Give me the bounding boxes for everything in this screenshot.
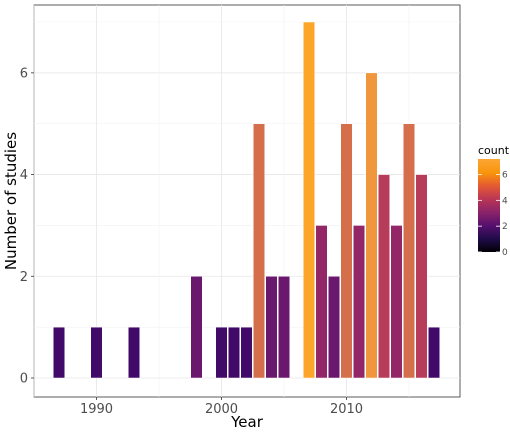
legend-colorbar bbox=[478, 159, 500, 252]
bar bbox=[128, 326, 140, 379]
legend-tick-label: 2 bbox=[502, 222, 508, 232]
bar bbox=[390, 225, 403, 379]
x-axis-title: Year bbox=[230, 413, 264, 431]
legend-tick-label: 6 bbox=[502, 171, 508, 181]
x-tick-label: 1990 bbox=[80, 402, 113, 417]
bar bbox=[340, 123, 353, 379]
legend-tick-label: 4 bbox=[502, 196, 508, 206]
y-axis-ticks: 0 2 4 6 bbox=[20, 66, 34, 387]
bar bbox=[240, 326, 253, 379]
bar bbox=[90, 326, 103, 379]
bar bbox=[315, 225, 328, 379]
y-tick-label: 0 bbox=[20, 372, 28, 387]
bar bbox=[265, 276, 278, 379]
y-axis-title: Number of studies bbox=[2, 132, 20, 270]
bar bbox=[278, 276, 290, 379]
bar bbox=[353, 225, 365, 379]
bar bbox=[303, 21, 315, 379]
x-tick-label: 2010 bbox=[330, 402, 363, 417]
legend-title: count bbox=[478, 144, 510, 157]
bar bbox=[378, 174, 390, 379]
bar bbox=[228, 326, 240, 379]
bars bbox=[53, 21, 440, 379]
legend-ticks: 0 2 4 6 bbox=[478, 171, 508, 258]
bar bbox=[365, 72, 378, 379]
x-axis-ticks: 1990 2000 2010 bbox=[80, 397, 363, 417]
bar bbox=[253, 123, 265, 379]
legend: count 0 2 4 6 bbox=[478, 144, 510, 258]
y-tick-label: 4 bbox=[20, 168, 28, 183]
bar bbox=[190, 276, 203, 379]
bar bbox=[328, 276, 340, 379]
x-tick-label: 2000 bbox=[205, 402, 238, 417]
y-tick-label: 6 bbox=[20, 66, 28, 81]
y-tick-label: 2 bbox=[20, 270, 28, 285]
bar bbox=[53, 326, 65, 379]
bar bbox=[415, 174, 428, 379]
bar bbox=[428, 326, 440, 379]
legend-tick-label: 0 bbox=[502, 248, 508, 258]
bar bbox=[403, 123, 415, 379]
bar bbox=[215, 326, 228, 379]
